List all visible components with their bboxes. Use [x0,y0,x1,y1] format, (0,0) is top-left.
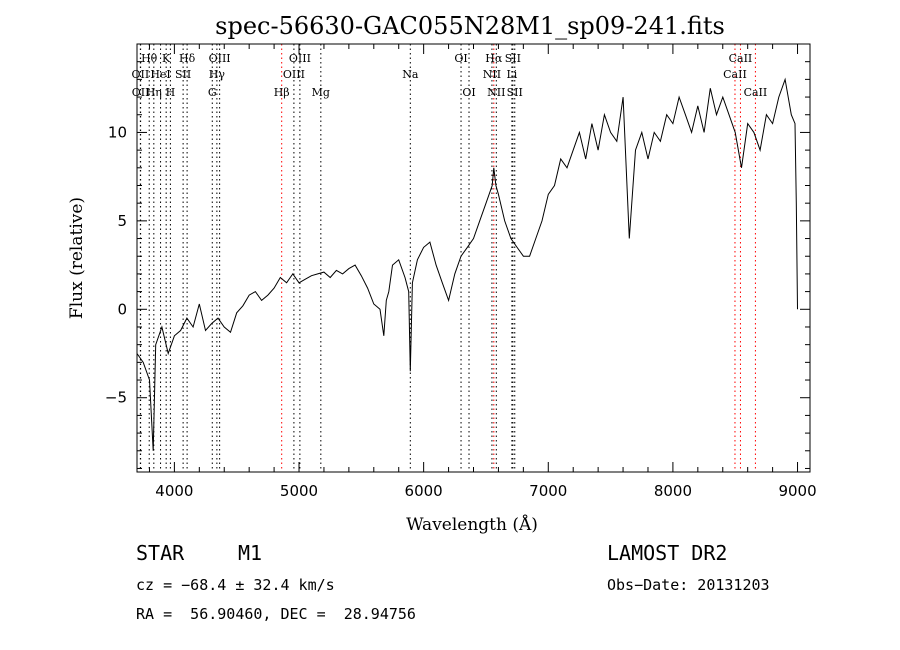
y-tick-label: 0 [117,300,127,318]
line-label: H [166,86,176,99]
coordinates: RA = 56.90460, DEC = 28.94756 [136,605,416,623]
line-label: Hδ [179,52,196,65]
line-label: OI [454,52,467,65]
line-label: Mg [312,86,330,99]
line-label: OII [132,68,150,81]
x-tick-label: 7000 [529,482,567,500]
line-label: SII [175,68,191,81]
line-label: OIII [209,52,231,65]
line-label: Li [506,68,517,81]
line-label: CaII [723,68,747,81]
line-label: HeI [150,68,170,81]
line-label: Hγ [209,68,226,81]
line-label: SII [507,86,523,99]
line-label: G [208,86,217,99]
line-label: OIII [289,52,311,65]
object-type: STAR [136,541,185,565]
object-subclass: M1 [238,541,263,565]
line-label: OII [132,86,150,99]
line-label: Hα [485,52,503,65]
axis-ticks [137,44,810,472]
line-label: Na [402,68,419,81]
line-label: OIII [283,68,305,81]
line-label: NII [483,68,501,81]
spectral-line-labels: HθOIIOIIHηHeIKHSIIHδGHγOIIIHβOIIIOIIIMgN… [132,52,768,99]
x-tick-label: 6000 [405,482,443,500]
line-label: NII [487,86,505,99]
line-label: CaII [744,86,768,99]
line-label: OI [462,86,475,99]
redshift-cz: cz = −68.4 ± 32.4 km/s [136,576,335,594]
line-label: CaII [729,52,753,65]
x-tick-label: 4000 [155,482,193,500]
y-tick-label: −5 [105,389,127,407]
survey-name: LAMOST DR2 [607,541,728,565]
x-axis-label: Wavelength (Å) [406,514,538,535]
y-tick-label: 10 [108,123,127,141]
series-line-flux [136,77,798,451]
spectral-line-markers [139,44,756,472]
line-label: Hβ [274,86,290,99]
y-axis-label: Flux (relative) [67,197,87,319]
line-label: Hθ [141,52,158,65]
line-label: Hη [146,86,162,99]
plot-frame [136,43,811,473]
x-tick-label: 8000 [654,482,692,500]
x-tick-label: 9000 [778,482,816,500]
x-tick-label: 5000 [280,482,318,500]
line-label: SII [505,52,521,65]
axis-tick-labels: 4000 5000 6000 7000 8000 9000 −5 0 5 10 [105,123,817,500]
line-label: K [162,52,171,65]
chart-title: spec-56630-GAC055N28M1_sp09-241.fits [215,12,725,40]
y-tick-label: 5 [117,212,127,230]
observation-date: Obs−Date: 20131203 [607,576,770,594]
